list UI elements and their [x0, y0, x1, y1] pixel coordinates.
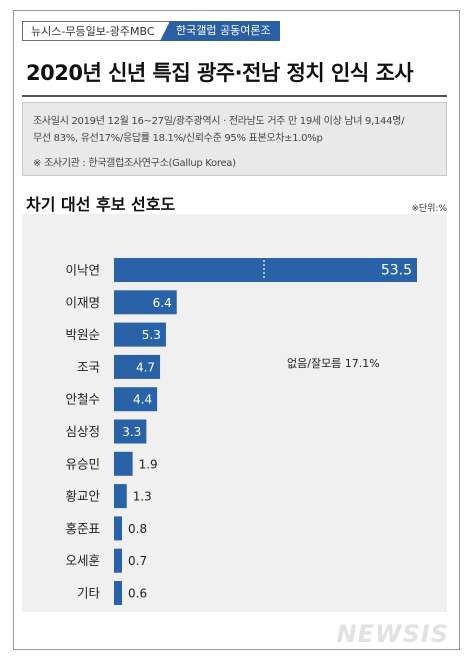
category-label: 황교안 — [65, 489, 100, 504]
page-title: 2020년 신년 특집 광주·전남 정치 인식 조사 — [26, 61, 414, 85]
bar — [114, 290, 177, 315]
unit-label: ※단위:% — [411, 204, 447, 214]
category-label: 홍준표 — [65, 521, 100, 536]
value-label: 4.4 — [133, 393, 152, 407]
category-label: 박원순 — [65, 327, 100, 342]
value-label: 1.3 — [133, 490, 152, 504]
value-label: 53.5 — [381, 263, 412, 279]
bar — [114, 451, 133, 476]
survey-info-line-1: 조사일시 2019년 12월 16~27일/광주광역시 · 전라남도 거주 만 … — [33, 116, 405, 127]
category-label: 이재명 — [65, 295, 100, 310]
title-divider — [22, 95, 447, 97]
org-tag: 한국갤럽 공동여론조사 — [160, 21, 280, 41]
bar — [114, 516, 122, 541]
bar — [114, 258, 417, 282]
bar — [114, 354, 161, 379]
survey-info-line-2: 무선 83%, 유선17%/응답률 18.1%/신뢰수준 95% 표본오차±1.… — [33, 133, 323, 144]
bar — [114, 387, 158, 412]
source-tag: 뉴시스-무등일보-광주MBC — [22, 21, 170, 41]
value-label: 4.7 — [136, 360, 155, 374]
value-label: 5.3 — [142, 328, 161, 342]
value-label: 0.7 — [128, 554, 147, 568]
category-label: 기타 — [77, 586, 101, 601]
value-label: 0.6 — [128, 587, 147, 601]
category-label: 안철수 — [65, 392, 100, 407]
bar — [114, 581, 122, 605]
survey-info-line-3: ※ 조사기관 : 한국갤럽조사연구소(Gallup Korea) — [33, 158, 236, 169]
chart-title: 차기 대선 후보 선호도 — [26, 195, 176, 214]
newsis-watermark: NEWSIS — [336, 620, 449, 648]
category-label: 유승민 — [65, 456, 100, 471]
value-label: 6.4 — [153, 296, 172, 310]
value-label: 1.9 — [139, 457, 158, 471]
category-label: 조국 — [77, 359, 100, 374]
bar — [114, 419, 147, 444]
no-answer-note: 없음/잘모름 17.1% — [287, 357, 380, 370]
bar — [114, 322, 166, 347]
bar — [114, 548, 122, 573]
bar — [114, 484, 127, 509]
category-label: 이낙연 — [65, 263, 100, 278]
category-label: 오세훈 — [65, 553, 100, 568]
value-label: 3.3 — [122, 425, 141, 439]
value-label: 0.8 — [128, 522, 147, 536]
category-label: 심상정 — [65, 424, 100, 439]
survey-info-box: 조사일시 2019년 12월 16~27일/광주광역시 · 전라남도 거주 만 … — [22, 102, 447, 176]
